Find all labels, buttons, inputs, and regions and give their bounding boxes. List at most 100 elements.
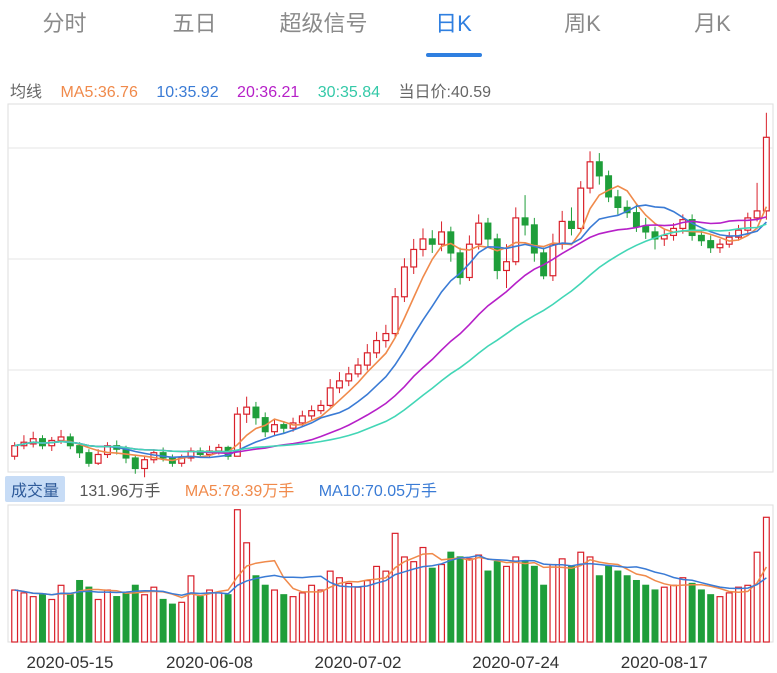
candle-body (762, 136, 770, 212)
volume-bars (11, 509, 770, 643)
tab-five-day[interactable]: 五日 (172, 11, 217, 36)
price-panel (7, 103, 774, 473)
candle-body (605, 175, 613, 198)
volume-bar (308, 584, 316, 643)
volume-bar (345, 582, 353, 643)
volume-bar (141, 594, 149, 643)
ma30-line (14, 223, 767, 453)
candle-body (233, 413, 241, 457)
candle-body (326, 387, 334, 407)
candle-body (141, 459, 149, 470)
candle-body (438, 231, 446, 245)
ma-lines (14, 185, 768, 462)
volume-bar (224, 594, 232, 643)
volume-bar (419, 546, 427, 643)
tab-weekly-k[interactable]: 周K (564, 11, 601, 36)
volume-bar (577, 551, 585, 643)
volume-badge[interactable]: 成交量 (5, 476, 66, 502)
candle-body (308, 410, 316, 417)
candle-body (697, 234, 705, 242)
volume-bar (707, 594, 715, 643)
volume-bar (57, 584, 65, 643)
date-label: 2020-07-24 (472, 653, 559, 672)
legend-ma20: 20:36.21 (237, 84, 300, 101)
period-tabs: 分时 五日 超级信号 日K 周K 月K (0, 0, 777, 60)
candle-body (243, 406, 251, 415)
candle-body (475, 222, 483, 245)
candles (11, 112, 770, 478)
volume-bar (586, 556, 594, 643)
tab-daily-k[interactable]: 日K (435, 11, 472, 36)
volume-bar (85, 586, 93, 643)
volume-bar (187, 575, 195, 643)
volume-bar (131, 584, 139, 643)
candle-body (382, 332, 390, 342)
volume-bar (558, 558, 566, 643)
volume-panel-border (7, 504, 774, 643)
volume-bar (567, 565, 575, 643)
candle-body (567, 220, 575, 230)
volume-bar (595, 575, 603, 643)
volume-bar (298, 592, 306, 643)
volume-legend: 成交量 131.96万手 MA5:78.39万手 MA10:70.05万手 (5, 476, 457, 502)
candle-body (29, 438, 37, 445)
volume-bar (20, 592, 28, 643)
volume-bar (168, 603, 176, 643)
candle-body (85, 452, 93, 464)
volume-bar (29, 596, 37, 643)
volume-bar (716, 596, 724, 643)
tab-super-signal[interactable]: 超级信号 (279, 11, 368, 36)
candle-body (363, 352, 371, 366)
legend-ma5: MA5:36.76 (60, 84, 138, 101)
candle-body (688, 219, 696, 237)
volume-bar (465, 558, 473, 643)
volume-bar (642, 584, 650, 643)
candle-body (586, 161, 594, 189)
volume-bar (103, 589, 111, 643)
volume-ma5-line (14, 552, 768, 599)
candle-body (57, 436, 65, 442)
volume-bar (335, 577, 343, 643)
candle-body (252, 406, 260, 419)
candle-body (447, 231, 455, 254)
volume-bar (660, 586, 668, 643)
candle-body (410, 248, 418, 268)
candle-body (428, 238, 436, 245)
tab-intraday[interactable]: 分时 (42, 11, 87, 36)
volume-bar (317, 589, 325, 643)
volume-bar (159, 598, 167, 643)
volume-bar (725, 592, 733, 643)
volume-bar (391, 532, 399, 643)
candle-body (642, 226, 650, 233)
date-label: 2020-08-17 (621, 653, 708, 672)
tab-monthly-k[interactable]: 月K (694, 11, 731, 36)
volume-bar (252, 575, 260, 643)
volume-bar (484, 570, 492, 643)
candle-body (614, 196, 622, 208)
candle-body (76, 445, 84, 454)
candle-body (150, 452, 158, 461)
ma20-line (14, 216, 767, 455)
volume-ma10: MA10:70.05万手 (318, 483, 438, 500)
candle-body (271, 424, 278, 433)
volume-bar (289, 596, 297, 643)
candle-body (391, 296, 399, 335)
volume-bar (670, 584, 678, 643)
candle-body (595, 161, 603, 177)
candle-body (484, 222, 492, 240)
volume-bar (373, 565, 381, 643)
candle-body (419, 238, 427, 251)
candle-body (456, 252, 464, 279)
volume-bar (48, 598, 56, 643)
volume-bar (605, 565, 613, 643)
volume-bar (428, 567, 436, 643)
volume-bar (753, 551, 761, 643)
candle-body (735, 229, 742, 238)
volume-bar (94, 598, 102, 643)
volume-bar (503, 565, 510, 643)
volume-bar (697, 589, 705, 643)
volume-bar (39, 594, 46, 643)
volume-bar (113, 596, 121, 643)
volume-bar (410, 561, 418, 643)
